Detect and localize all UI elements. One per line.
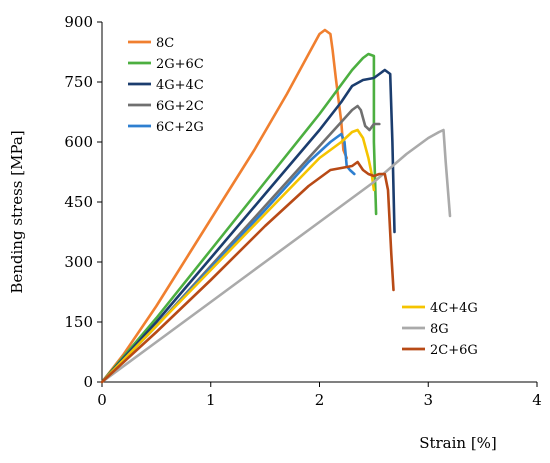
series-line-2c-6g [100,160,395,384]
x-tick-label: 3 [423,391,433,409]
axes: 0 150 300 450 600 750 900 0 1 2 3 4 [64,13,541,409]
y-tick-label: 0 [83,373,93,391]
x-tick-label: 4 [532,391,542,409]
series-line-6g-2c [100,104,381,384]
legend-label: 4G+4C [156,78,204,93]
y-tick-label: 750 [64,73,93,91]
x-tick-label: 2 [315,391,325,409]
y-tick-label: 450 [64,193,93,211]
x-axis-label: Strain [%] [419,434,497,452]
legend-label: 6C+2G [156,120,204,135]
x-tick-label: 1 [206,391,216,409]
legend-label: 8G [430,322,449,337]
y-tick-label: 600 [64,133,93,151]
series-layer [100,28,452,384]
y-tick-label: 150 [64,313,93,331]
legend-label: 2G+6C [156,57,204,72]
legend-label: 6G+2C [156,99,204,114]
series-line-8g [100,128,452,384]
y-tick-label: 900 [64,13,93,31]
legend-label: 4C+4G [430,301,478,316]
y-tick-label: 300 [64,253,93,271]
y-axis-label: Bending stress [MPa] [8,130,26,293]
legend-label: 8C [156,36,174,51]
series-line-8c [100,28,349,384]
legend-layer: 8C 2G+6C 4G+4C 6G+2C 6C+2G 4C+4G 8G 2C+6G [128,36,478,358]
series-line-2g-6c [100,52,378,384]
x-tick-label: 0 [97,391,107,409]
legend-label: 2C+6G [430,343,478,358]
series-line-4c-4g [100,128,376,384]
series-line-4g-4c [100,68,396,384]
